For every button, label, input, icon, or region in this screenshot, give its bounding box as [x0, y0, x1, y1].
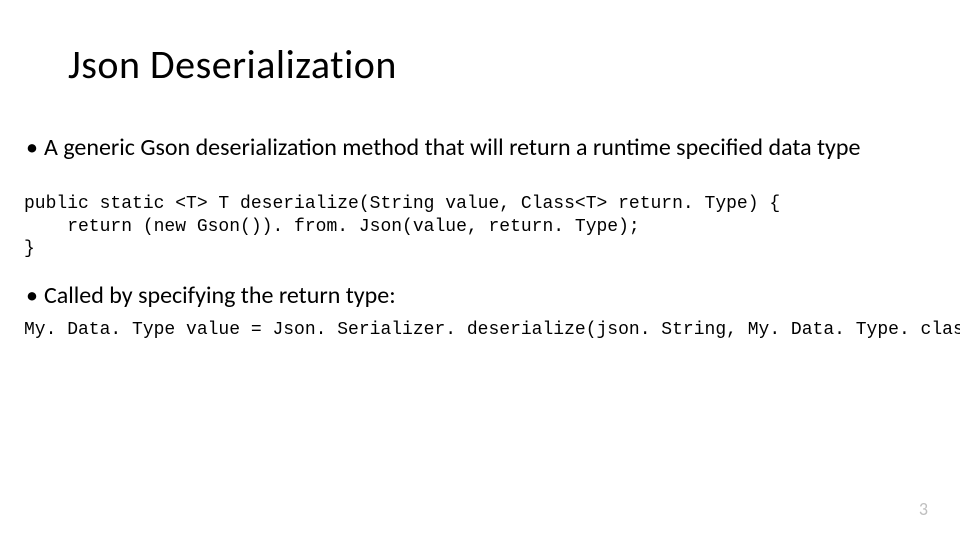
- code-block-2: My. Data. Type value = Json. Serializer.…: [24, 319, 936, 342]
- slide-title: Json Deserialization: [68, 40, 936, 89]
- code-block-1: public static <T> T deserialize(String v…: [24, 193, 936, 261]
- slide: Json Deserialization A generic Gson dese…: [0, 0, 960, 540]
- body: A generic Gson deserialization method th…: [24, 133, 936, 341]
- bullet-1: A generic Gson deserialization method th…: [24, 133, 936, 163]
- page-number: 3: [919, 498, 928, 520]
- bullet-2: Called by specifying the return type:: [24, 281, 936, 311]
